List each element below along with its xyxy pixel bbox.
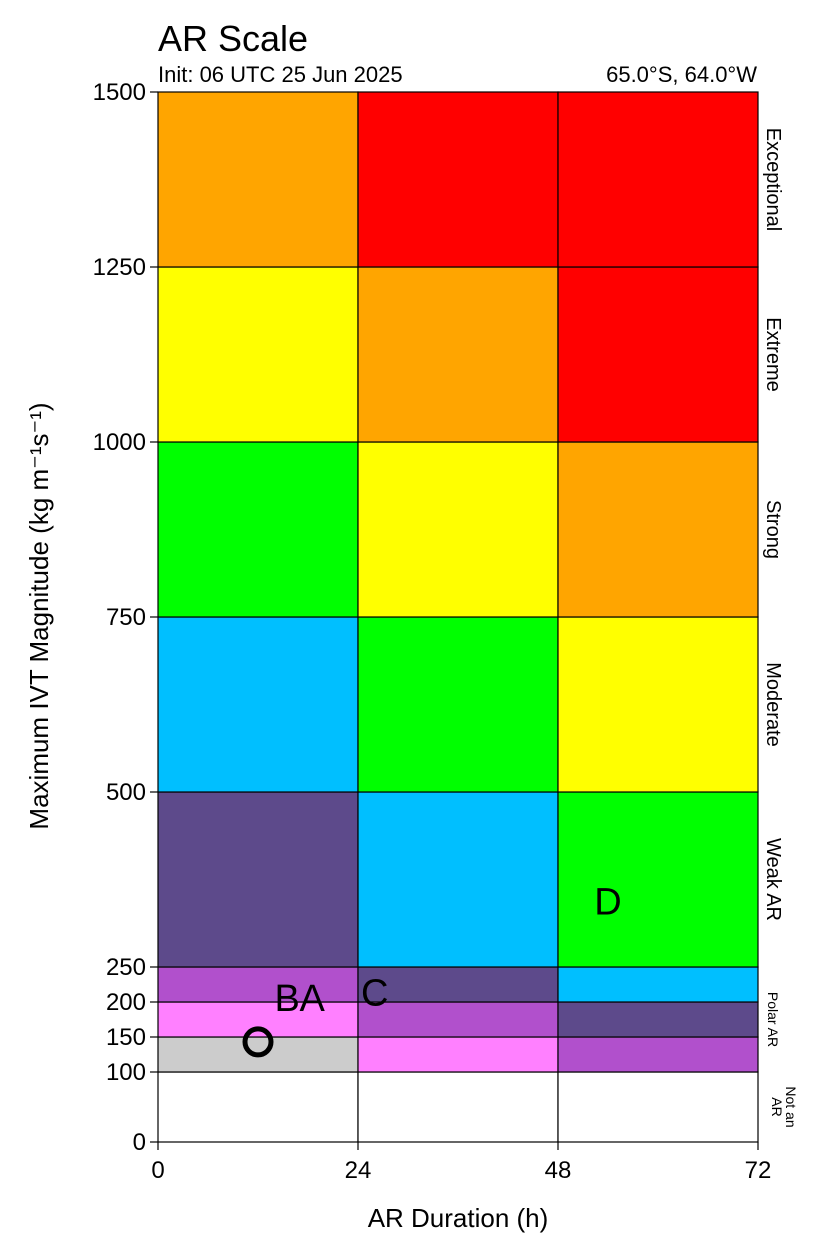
- y-axis-ticks: 0 100 150 200 250 500 750 1000 1250 1500: [93, 79, 158, 1156]
- y-tick-label: 1500: [93, 79, 146, 106]
- category-label-line: AR: [769, 1097, 785, 1116]
- heatmap-cell: [157, 616, 359, 793]
- category-label: Extreme: [762, 317, 784, 391]
- init-time-label: Init: 06 UTC 25 Jun 2025: [158, 62, 403, 87]
- heatmap-cell: [557, 441, 759, 618]
- y-tick-label: 200: [106, 989, 146, 1016]
- heatmap-cell: [157, 966, 359, 1003]
- heatmap-cell: [357, 441, 559, 618]
- x-tick-label: 48: [545, 1157, 572, 1184]
- y-axis-label: Maximum IVT Magnitude (kg m⁻¹s⁻¹): [24, 402, 54, 829]
- x-tick-label: 0: [151, 1157, 164, 1184]
- heatmap-cell: [157, 791, 359, 968]
- chart-title: AR Scale: [158, 18, 308, 59]
- category-label: Moderate: [762, 662, 784, 747]
- category-label: Strong: [762, 500, 784, 559]
- heatmap-cell: [557, 966, 759, 1003]
- heatmap-cell: [157, 441, 359, 618]
- heatmap-cell: [357, 266, 559, 443]
- heatmap-cell: [357, 1036, 559, 1073]
- forecast-marker-a: A: [299, 978, 325, 1020]
- category-label-line: Not an: [783, 1086, 799, 1127]
- forecast-marker-b: B: [274, 978, 299, 1020]
- heatmap-cell: [557, 616, 759, 793]
- heatmap-cell: [557, 791, 759, 968]
- x-tick-label: 72: [745, 1157, 772, 1184]
- forecast-marker-c: C: [361, 973, 388, 1015]
- heatmap-cell: [357, 91, 559, 268]
- y-tick-label: 750: [106, 604, 146, 631]
- x-axis-label: AR Duration (h): [368, 1203, 549, 1233]
- category-label: Exceptional: [762, 128, 784, 231]
- category-labels: Exceptional Extreme Strong Moderate Weak AR P…: [762, 128, 799, 1128]
- heatmap-cell: [557, 1036, 759, 1073]
- y-tick-label: 150: [106, 1024, 146, 1051]
- heatmap-cell: [157, 1001, 359, 1038]
- heatmap-cell: [157, 1071, 359, 1143]
- y-tick-label: 100: [106, 1059, 146, 1086]
- heatmap-cell: [157, 266, 359, 443]
- heatmap-cell: [157, 91, 359, 268]
- heatmap-cell: [557, 266, 759, 443]
- current-position-marker: [242, 1026, 274, 1058]
- x-axis-ticks: 0 24 48 72: [151, 1142, 771, 1184]
- category-label: Weak AR: [762, 838, 784, 921]
- heatmap-cell: [557, 1001, 759, 1038]
- x-tick-label: 24: [345, 1157, 372, 1184]
- category-label: Polar AR: [765, 992, 781, 1047]
- y-tick-label: 0: [133, 1129, 146, 1156]
- forecast-marker-d: D: [594, 882, 621, 924]
- heatmap-cell: [357, 791, 559, 968]
- heatmap-cell: [357, 1001, 559, 1038]
- y-tick-label: 250: [106, 954, 146, 981]
- heatmap-cell: [357, 616, 559, 793]
- location-label: 65.0°S, 64.0°W: [606, 62, 757, 87]
- heatmap-cells: [157, 91, 759, 1143]
- forecast-markers: B A C D: [242, 882, 622, 1058]
- y-tick-label: 1000: [93, 429, 146, 456]
- y-tick-label: 500: [106, 779, 146, 806]
- heatmap-cell: [557, 91, 759, 268]
- heatmap-cell: [557, 1071, 759, 1143]
- heatmap-cell: [357, 1071, 559, 1143]
- y-tick-label: 1250: [93, 254, 146, 281]
